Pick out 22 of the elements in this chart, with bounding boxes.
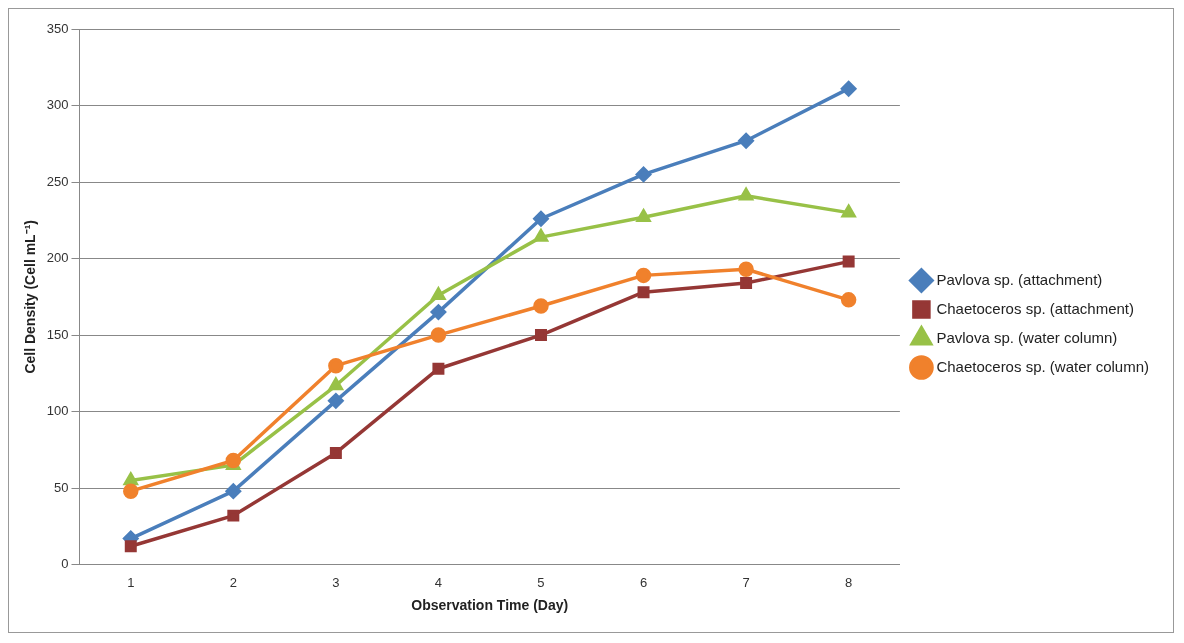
x-tick-label: 4 [434,574,443,590]
legend-label: Chaetoceros sp. (water column) [936,357,1150,375]
y-tick-label: 350 [46,20,69,36]
y-tick-label: 50 [54,479,69,495]
y-tick-label: 250 [46,173,69,189]
y-tick-label: 200 [46,250,69,266]
y-tick-label: 150 [46,326,69,342]
x-tick-label: 5 [537,574,545,590]
y-tick-label: 300 [46,97,69,113]
x-axis-title: Observation Time (Day) [411,597,569,614]
y-axis-title: Cell Density (Cell mL⁻¹) [22,220,39,374]
y-tick-label: 0 [61,556,69,572]
x-tick-label: 3 [332,574,340,590]
x-tick-label: 1 [127,574,135,590]
legend-label: Pavlova sp. (attachment) [936,270,1103,288]
x-tick-label: 7 [742,574,750,590]
x-tick-label: 8 [845,574,853,590]
legend-label: Chaetoceros sp. (attachment) [936,299,1135,317]
x-tick-label: 2 [229,574,237,590]
x-tick-label: 6 [639,574,648,590]
y-tick-label: 100 [46,403,69,419]
legend-label: Pavlova sp. (water column) [936,328,1118,346]
